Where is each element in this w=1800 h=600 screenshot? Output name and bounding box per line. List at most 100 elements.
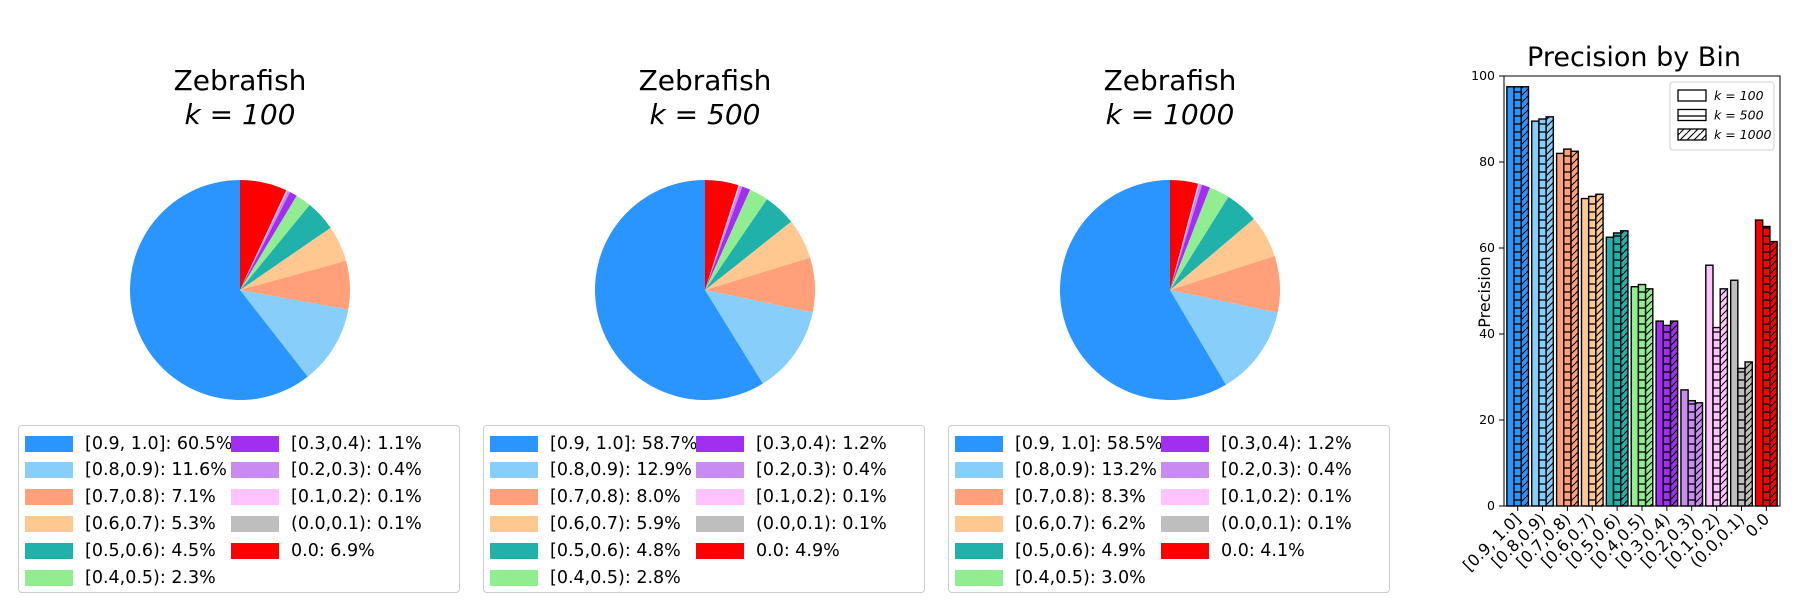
bar-hatch (1645, 288, 1653, 506)
pie-slice (240, 190, 287, 290)
legend-swatch (490, 542, 538, 559)
legend-swatch (955, 542, 1003, 559)
pie-slice (240, 290, 349, 377)
legend-label: [0.4,0.5): 2.3% (85, 567, 216, 588)
legend-swatch (231, 462, 279, 479)
pie-slice (705, 189, 767, 290)
pie-slice (705, 199, 792, 290)
legend-label: [0.4,0.5): 3.0% (1015, 567, 1146, 588)
legend-swatch (25, 435, 73, 452)
pie-title: Zebrafish k = 100 (140, 64, 340, 132)
legend-item: [0.8,0.9): 13.2% (955, 457, 1157, 484)
bar (1730, 280, 1738, 506)
legend-label: [0.9, 1.0]: 58.7% (550, 433, 698, 454)
legend-item: [0.1,0.2): 0.1% (231, 484, 422, 511)
legend-label: [0.9, 1.0]: 60.5% (85, 433, 233, 454)
legend-label: [0.3,0.4): 1.2% (756, 433, 887, 454)
bar (1680, 389, 1689, 506)
bar (1631, 286, 1639, 506)
pie-title: Zebrafish k = 500 (605, 64, 805, 132)
pie-title-line: Zebrafish (173, 64, 307, 97)
pie-chart-k500 (595, 180, 815, 400)
legend-item: [0.7,0.8): 7.1% (25, 484, 216, 511)
legend-label: 0.0: 4.9% (756, 540, 840, 561)
pie-slice (1170, 183, 1199, 290)
pie-slice (240, 190, 288, 290)
pie-legend-k100: [0.9, 1.0]: 60.5% [0.8,0.9): 11.6% [0.7,0.… (18, 425, 460, 593)
bar-hatch (1595, 194, 1604, 506)
bar-hatch (1720, 288, 1728, 506)
legend-item: [0.7,0.8): 8.3% (955, 484, 1146, 511)
legend-item: [0.2,0.3): 0.4% (231, 457, 422, 484)
bar-legend-swatch-hatch (1678, 109, 1706, 121)
legend-label: [0.1,0.2): 0.1% (756, 487, 887, 508)
y-tick-label: 20 (1479, 412, 1495, 427)
bar-hatch (1695, 402, 1703, 506)
pie-slice (1170, 180, 1199, 290)
pie-slice (129, 180, 308, 400)
bar-hatch (1712, 327, 1721, 506)
bar-hatch (1663, 325, 1671, 506)
legend-swatch (231, 435, 279, 452)
bar-hatch (1620, 230, 1628, 507)
legend-swatch (955, 489, 1003, 506)
bar-legend-label: k = 1000 (1714, 127, 1772, 142)
legend-item: [0.5,0.6): 4.8% (490, 537, 681, 564)
bar-legend-swatch (1677, 108, 1707, 122)
y-tick-label: 0 (1487, 498, 1495, 513)
y-axis-label: Precision (1475, 256, 1494, 327)
pie-slice (705, 180, 739, 290)
legend-swatch (955, 569, 1003, 586)
legend-label: [0.1,0.2): 0.1% (1221, 487, 1352, 508)
legend-label: [0.8,0.9): 13.2% (1015, 460, 1157, 481)
legend-label: [0.7,0.8): 8.0% (550, 487, 681, 508)
pie-slice (1170, 184, 1210, 290)
legend-item: [0.1,0.2): 0.1% (1161, 484, 1352, 511)
bar-hatch (1688, 400, 1696, 506)
x-tick-label: 0.0 (1742, 509, 1773, 540)
legend-swatch (25, 515, 73, 532)
bar-hatch (1670, 321, 1678, 506)
legend-item: (0.0,0.1): 0.1% (1161, 510, 1352, 537)
bar-legend-swatch (1677, 128, 1707, 141)
pie-slice (1060, 180, 1226, 401)
pie-title-line: Zebrafish (638, 64, 772, 97)
pie-slice (1170, 256, 1280, 313)
legend-label: 0.0: 4.1% (1221, 540, 1305, 561)
pie-slice (1170, 183, 1200, 290)
bar-hatch (1588, 196, 1596, 506)
legend-swatch (490, 435, 538, 452)
pie-slice (1170, 290, 1278, 385)
bar (1506, 86, 1515, 506)
bar-legend-swatch-hatch (1678, 129, 1706, 140)
pie-chart-k1000 (1060, 180, 1280, 401)
pie-slice (705, 221, 811, 290)
y-tick-label: 40 (1479, 326, 1495, 341)
legend-swatch (696, 515, 744, 532)
pie-slice (240, 227, 347, 290)
legend-label: [0.6,0.7): 5.9% (550, 513, 681, 534)
pie-slice (1170, 183, 1203, 290)
pie-slice (705, 185, 740, 290)
legend-swatch (696, 435, 744, 452)
pie-slice (705, 257, 815, 313)
legend-item: [0.5,0.6): 4.5% (25, 537, 216, 564)
legend-swatch (1161, 542, 1209, 559)
legend-item: [0.3,0.4): 1.2% (696, 430, 887, 457)
legend-label: [0.6,0.7): 6.2% (1015, 513, 1146, 534)
legend-swatch (231, 515, 279, 532)
bar (1755, 220, 1763, 507)
legend-label: [0.7,0.8): 8.3% (1015, 487, 1146, 508)
pie-slice (1170, 218, 1275, 290)
pie-legend-k500: [0.9, 1.0]: 58.7% [0.8,0.9): 12.9% [0.7,0.… (483, 425, 925, 593)
plot-frame (1503, 75, 1781, 507)
legend-item: [0.4,0.5): 3.0% (955, 564, 1146, 591)
legend-swatch (25, 489, 73, 506)
bar (1581, 198, 1589, 507)
legend-item: [0.7,0.8): 8.0% (490, 484, 681, 511)
pie-subtitle: k = 500 (649, 98, 761, 131)
legend-item: 0.0: 4.1% (1161, 537, 1305, 564)
legend-swatch (1161, 435, 1209, 452)
bar-hatch (1514, 86, 1522, 506)
legend-label: [0.5,0.6): 4.5% (85, 540, 216, 561)
